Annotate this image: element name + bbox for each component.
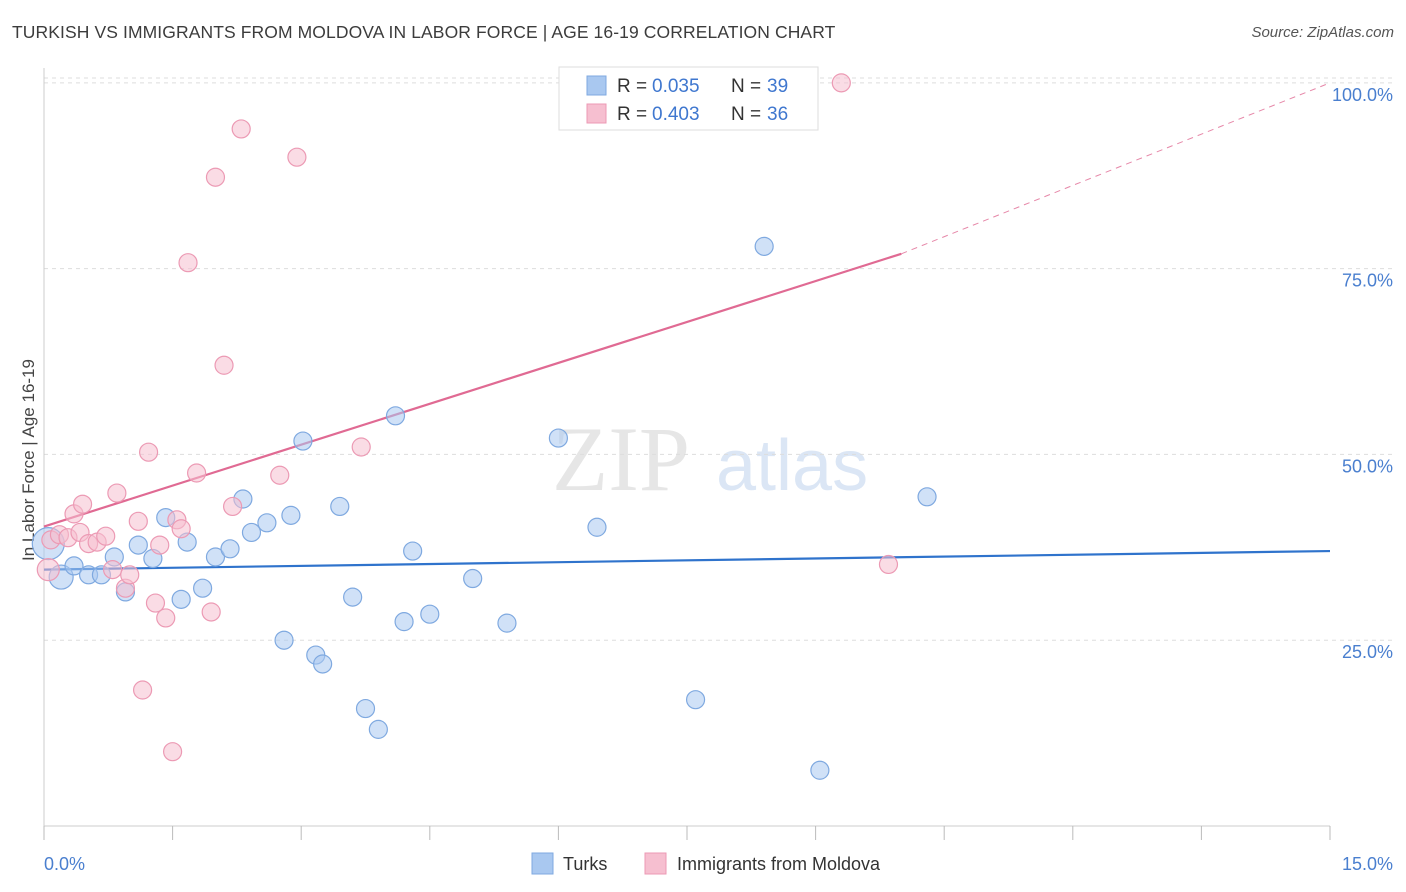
bottom-legend-swatch-moldova: [644, 852, 667, 875]
legend-swatch-moldova: [586, 103, 607, 124]
y-tick-label-50: 50.0%: [1342, 456, 1393, 476]
legend-bottom: Turks Immigrants from Moldova: [531, 852, 881, 875]
point-series-1-34: [878, 554, 899, 575]
point-series-1-9: [96, 526, 116, 546]
point-series-1-23: [178, 253, 198, 273]
point-series-0-28: [394, 612, 414, 632]
point-series-1-24: [187, 463, 207, 483]
point-series-0-26: [368, 719, 388, 739]
trend-line-series-0: [43, 549, 1331, 571]
legend-top: R = 0.035 N = 39 R = 0.403 N = 36: [558, 66, 819, 131]
point-series-1-18: [150, 535, 170, 555]
y-tick-label-75: 75.0%: [1342, 271, 1393, 291]
point-series-0-17: [257, 513, 277, 533]
point-series-1-28: [223, 496, 243, 517]
point-series-0-31: [463, 568, 483, 589]
point-series-1-26: [205, 167, 226, 187]
source-label: Source: ZipAtlas.com: [1251, 24, 1394, 41]
bottom-legend-label-moldova: Immigrants from Moldova: [677, 854, 881, 874]
point-series-0-22: [313, 654, 333, 674]
point-series-1-15: [132, 680, 153, 700]
watermark-atlas: atlas: [716, 426, 868, 506]
point-series-0-37: [810, 760, 830, 780]
x-tick-label-max: 15.0%: [1342, 854, 1393, 874]
point-series-0-10: [171, 589, 191, 609]
point-series-1-19: [156, 608, 176, 628]
data-points: [31, 73, 937, 780]
point-series-0-29: [403, 541, 423, 561]
watermark-zip: ZIP: [552, 408, 690, 510]
point-series-0-35: [685, 690, 706, 710]
trend-lines: [43, 82, 1331, 571]
point-series-0-2: [64, 556, 84, 576]
point-series-0-38: [917, 487, 937, 507]
legend-r-value-1: 0.035: [652, 76, 700, 97]
point-series-0-33: [548, 428, 569, 448]
point-series-0-34: [587, 517, 607, 537]
point-series-1-20: [163, 742, 183, 762]
legend-swatch-turks: [586, 75, 607, 96]
legend-n-value-1: 39: [767, 76, 788, 97]
point-series-1-6: [72, 494, 93, 514]
point-series-1-30: [270, 465, 290, 485]
legend-n-value-2: 36: [767, 104, 788, 125]
point-series-1-11: [107, 483, 127, 503]
point-series-1-27: [214, 355, 234, 375]
point-series-0-19: [281, 505, 301, 525]
x-tick-label-min: 0.0%: [44, 854, 85, 874]
point-series-1-29: [231, 119, 251, 139]
point-series-1-14: [128, 511, 148, 531]
point-series-1-13: [120, 565, 140, 585]
point-series-0-7: [128, 535, 148, 555]
legend-r-label-1: R =: [617, 76, 647, 97]
x-ticks: [43, 826, 1331, 840]
point-series-1-17: [145, 593, 166, 613]
point-series-0-14: [220, 539, 240, 559]
point-series-0-24: [343, 587, 363, 607]
point-series-0-13: [205, 547, 226, 567]
point-series-1-32: [351, 437, 371, 457]
bottom-legend-label-turks: Turks: [563, 854, 607, 874]
legend-n-label-2: N =: [731, 104, 761, 125]
point-series-1-33: [831, 73, 851, 93]
gridlines: [44, 77, 1392, 641]
point-series-0-20: [293, 431, 313, 451]
point-series-1-0: [36, 558, 60, 582]
point-series-0-36: [754, 236, 774, 256]
point-series-1-31: [287, 147, 307, 167]
legend-r-value-2: 0.403: [652, 104, 700, 125]
trend-line-extension-series-1: [901, 82, 1331, 255]
point-series-0-32: [497, 613, 517, 633]
chart-title: TURKISH VS IMMIGRANTS FROM MOLDOVA IN LA…: [12, 22, 836, 42]
y-tick-labels: 25.0% 50.0% 75.0% 100.0%: [1332, 85, 1393, 662]
y-axis-title: In Labor Force | Age 16-19: [19, 359, 38, 561]
point-series-1-22: [171, 519, 191, 539]
point-series-1-25: [201, 602, 221, 622]
point-series-0-23: [330, 496, 350, 517]
point-series-0-18: [274, 630, 294, 650]
point-series-0-16: [241, 522, 262, 543]
watermark: ZIP atlas: [552, 408, 868, 510]
point-series-0-30: [420, 604, 440, 624]
y-tick-label-100: 100.0%: [1332, 85, 1393, 105]
y-tick-label-25: 25.0%: [1342, 642, 1393, 662]
point-series-0-27: [385, 406, 406, 426]
bottom-legend-swatch-turks: [531, 852, 554, 875]
point-series-0-25: [355, 698, 376, 719]
point-series-1-16: [138, 442, 159, 462]
legend-r-label-2: R =: [617, 104, 647, 125]
trend-line-series-1: [43, 252, 902, 528]
point-series-1-10: [102, 560, 123, 580]
legend-n-label-1: N =: [731, 76, 761, 97]
point-series-0-12: [193, 578, 213, 598]
